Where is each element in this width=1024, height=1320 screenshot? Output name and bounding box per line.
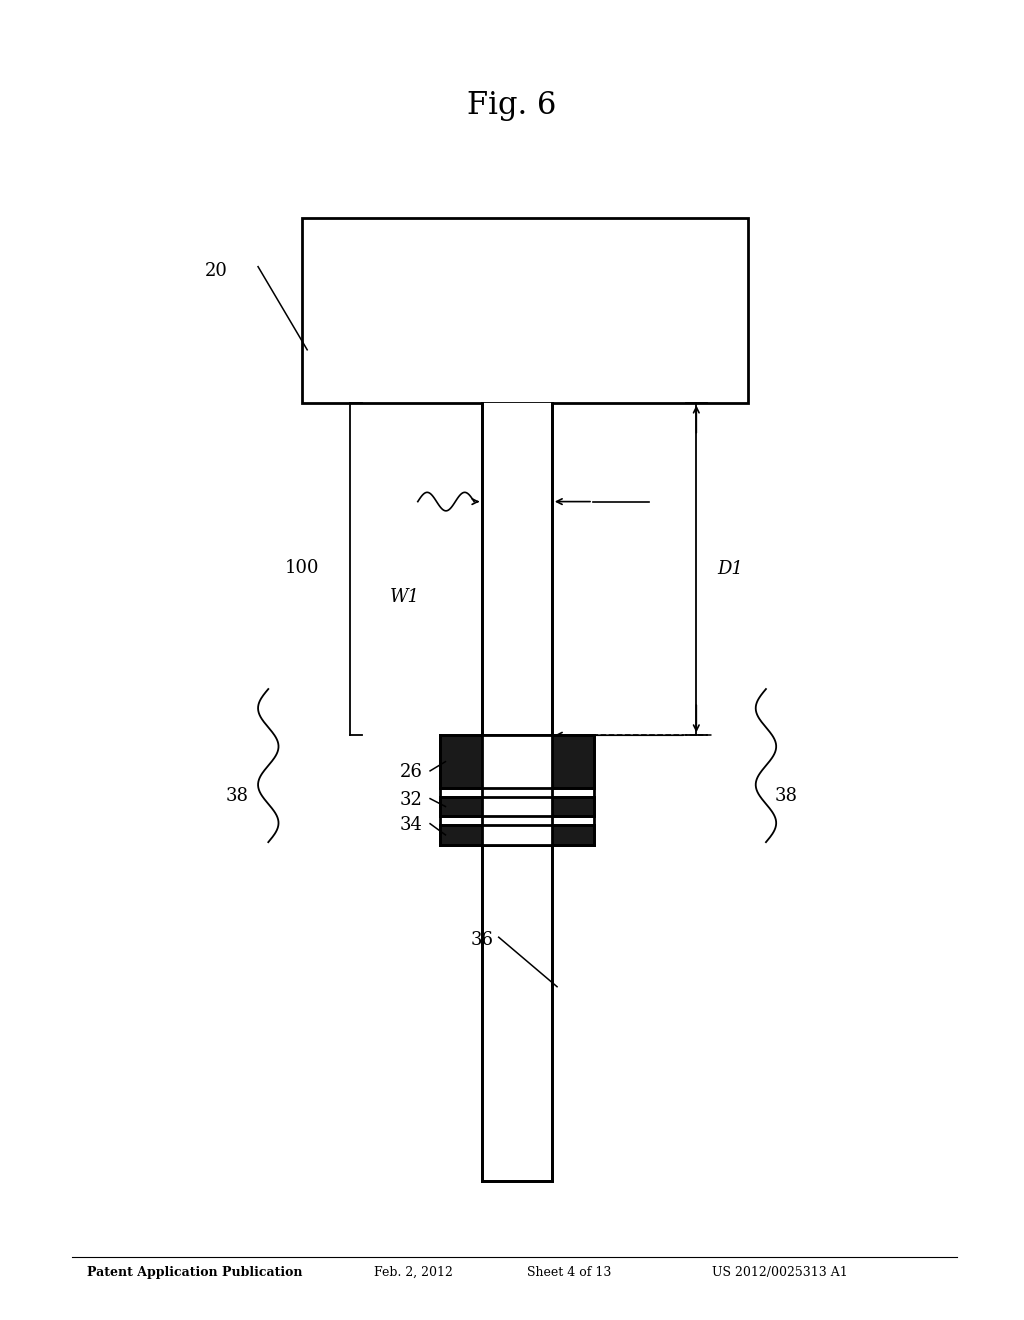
- Bar: [440, 735, 594, 788]
- Bar: [482, 403, 552, 735]
- Bar: [482, 845, 552, 1181]
- Text: Feb. 2, 2012: Feb. 2, 2012: [374, 1266, 453, 1279]
- Text: 26: 26: [400, 763, 423, 781]
- Bar: [440, 797, 594, 816]
- Bar: [482, 816, 552, 825]
- Text: 34: 34: [400, 816, 423, 834]
- Bar: [440, 735, 594, 845]
- Bar: [302, 218, 748, 403]
- Text: W1: W1: [389, 587, 420, 606]
- Text: 20: 20: [205, 261, 227, 280]
- Text: Fig. 6: Fig. 6: [467, 90, 557, 121]
- Bar: [482, 797, 552, 816]
- Bar: [482, 788, 552, 797]
- Text: 100: 100: [285, 558, 319, 577]
- Bar: [482, 825, 552, 845]
- Bar: [482, 735, 552, 788]
- Text: Patent Application Publication: Patent Application Publication: [87, 1266, 302, 1279]
- Text: Sheet 4 of 13: Sheet 4 of 13: [527, 1266, 611, 1279]
- Text: US 2012/0025313 A1: US 2012/0025313 A1: [712, 1266, 848, 1279]
- Text: 36: 36: [471, 931, 494, 949]
- Text: D1: D1: [717, 560, 742, 578]
- Text: 32: 32: [400, 791, 423, 809]
- Bar: [440, 825, 594, 845]
- Text: 38: 38: [226, 787, 249, 805]
- Text: 38: 38: [775, 787, 798, 805]
